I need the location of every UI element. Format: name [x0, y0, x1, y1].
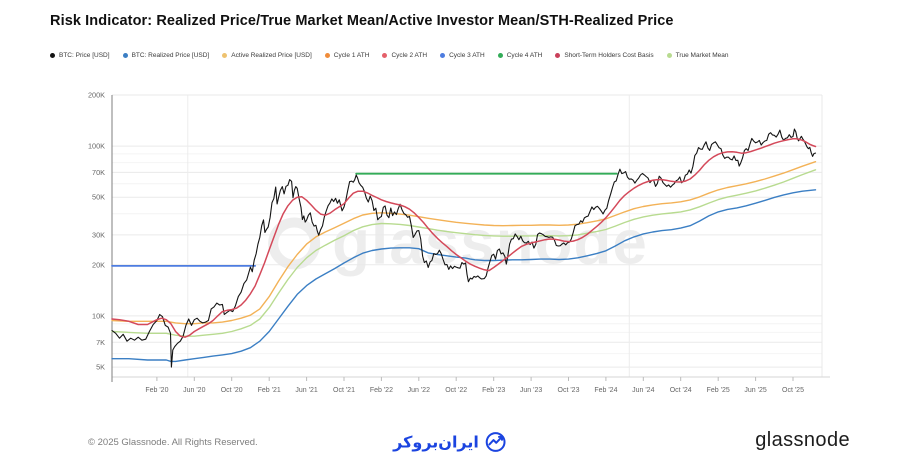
y-axis-label: 5K	[96, 363, 105, 372]
x-axis-label: Oct '21	[333, 387, 355, 394]
page-title: Risk Indicator: Realized Price/True Mark…	[50, 13, 674, 29]
legend-item-1[interactable]: BTC: Realized Price [USD]	[122, 52, 210, 59]
y-axis-label: 50K	[92, 193, 105, 202]
x-axis-label: Feb '24	[594, 387, 617, 394]
series-btc-price	[111, 128, 817, 368]
legend-item-8[interactable]: True Market Mean	[666, 52, 729, 59]
y-axis-label: 70K	[92, 168, 105, 177]
x-axis-label: Oct '25	[782, 387, 804, 394]
x-axis-label: Jun '21	[295, 387, 317, 394]
series-active-realized-price	[111, 161, 817, 325]
legend-item-4[interactable]: Cycle 2 ATH	[382, 52, 427, 59]
x-axis-label: Feb '22	[370, 387, 393, 394]
legend-item-label: Active Realized Price [USD]	[231, 52, 312, 59]
x-axis-label: Jun '20	[183, 387, 205, 394]
x-axis-label: Jun '23	[520, 387, 542, 394]
legend-dot-icon	[440, 53, 446, 58]
x-axis-label: Oct '23	[558, 387, 580, 394]
legend-item-label: Short-Term Holders Cost Basis	[564, 52, 654, 59]
iranbroker-logo[interactable]: ایران‌بروکر	[393, 431, 507, 454]
series-true-market-mean	[111, 169, 817, 337]
legend-dot-icon	[555, 53, 561, 58]
legend-dot-icon	[666, 53, 672, 58]
y-axis-label: 30K	[92, 230, 105, 239]
legend-item-label: Cycle 2 ATH	[391, 52, 428, 59]
x-axis-label: Jun '22	[408, 387, 430, 394]
x-axis-label: Feb '23	[482, 387, 505, 394]
legend-dot-icon	[122, 53, 128, 58]
legend-dot-icon	[497, 53, 503, 58]
y-axis-label: 100K	[88, 142, 105, 151]
iranbroker-logo-text: ایران‌بروکر	[393, 432, 479, 452]
x-axis-label: Oct '20	[221, 387, 243, 394]
legend-dot-icon	[50, 53, 55, 58]
legend-item-label: Cycle 1 ATH	[333, 52, 370, 59]
x-axis-label: Feb '25	[707, 387, 730, 394]
x-axis-label: Oct '22	[445, 387, 467, 394]
legend-item-6[interactable]: Cycle 4 ATH	[497, 52, 543, 59]
x-axis-label: Jun '25	[744, 387, 766, 394]
legend-item-2[interactable]: Active Realized Price [USD]	[222, 52, 312, 59]
series-realized-price	[111, 189, 817, 363]
y-axis-label: 10K	[92, 311, 105, 320]
legend-item-label: BTC: Price [USD]	[59, 52, 110, 59]
copyright-text: © 2025 Glassnode. All Rights Reserved.	[88, 437, 258, 448]
legend-dot-icon	[382, 53, 388, 58]
legend-item-0[interactable]: BTC: Price [USD]	[50, 52, 110, 59]
legend-item-3[interactable]: Cycle 1 ATH	[324, 52, 370, 59]
x-axis-label: Feb '21	[258, 387, 281, 394]
legend-item-5[interactable]: Cycle 3 ATH	[440, 52, 485, 59]
x-axis-label: Oct '24	[670, 387, 692, 394]
legend-item-label: Cycle 4 ATH	[506, 52, 543, 59]
legend-dot-icon	[324, 53, 330, 58]
y-axis-label: 200K	[88, 91, 105, 100]
legend-item-label: Cycle 3 ATH	[449, 52, 485, 59]
x-axis-label: Feb '20	[145, 387, 168, 394]
footer: © 2025 Glassnode. All Rights Reserved. ا…	[0, 420, 900, 471]
legend-item-label: True Market Mean	[675, 52, 729, 59]
legend-item-7[interactable]: Short-Term Holders Cost Basis	[555, 52, 654, 59]
x-axis-label: Jun '24	[632, 387, 654, 394]
y-axis-label: 20K	[92, 260, 105, 269]
series-sth-cost-basis	[111, 137, 817, 338]
legend-item-label: BTC: Realized Price [USD]	[131, 52, 210, 59]
legend-dot-icon	[222, 53, 228, 58]
chart-arrow-circle-icon	[485, 432, 506, 452]
legend: BTC: Price [USD] BTC: Realized Price [USD…	[50, 52, 728, 59]
y-axis-label: 7K	[96, 338, 105, 347]
glassnode-wordmark: glassnode	[755, 429, 850, 451]
